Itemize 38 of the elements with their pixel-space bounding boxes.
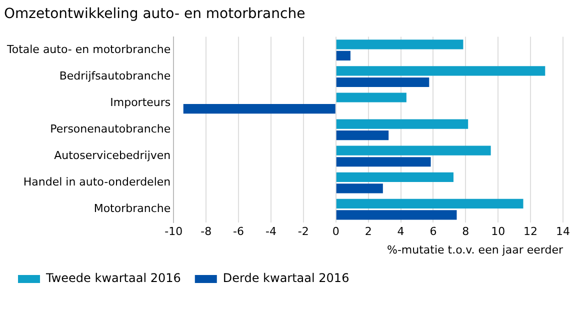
y-tick-label: Totale auto- en motorbranche [6,42,171,56]
bar [336,146,491,156]
x-tick-label: 2 [364,225,372,238]
y-tick-label: Bedrijfsautobranche [59,69,171,82]
x-tick-label: -8 [200,225,212,238]
bar [336,77,430,88]
bar [336,119,468,129]
bar [183,104,336,114]
chart-title: Omzetontwikkeling auto- en motorbranche [4,6,306,22]
bar [336,210,457,220]
x-tick-label: -6 [233,225,244,238]
x-tick-label: 6 [430,225,437,238]
x-tick-label: 8 [462,225,470,238]
bar [336,172,454,182]
bar [336,50,350,61]
y-tick-label: Handel in auto-onderdelen [23,176,171,189]
legend-label: Derde kwartaal 2016 [222,271,350,286]
y-tick-label: Personenautobranche [50,122,171,136]
x-tick-label: 12 [524,225,538,238]
y-tick-label: Autoservicebedrijven [54,149,171,162]
bar [336,184,383,194]
bar [336,130,389,140]
x-tick-label: 10 [491,225,506,238]
x-tick-label: 4 [397,225,404,238]
bar [336,66,546,76]
x-tick-label: -2 [298,225,309,238]
x-tick-label: -4 [265,225,276,238]
bar [336,92,406,102]
legend-label: Tweede kwartaal 2016 [45,271,181,286]
bar [336,40,464,50]
y-tick-label: Motorbranche [94,202,171,216]
x-tick-label: 14 [556,225,570,238]
bar [336,198,524,208]
bar [336,157,431,167]
x-tick-label: -10 [164,225,183,238]
x-axis-title: %-mutatie t.o.v. een jaar eerder [387,243,564,256]
y-tick-label: Importeurs [110,96,171,110]
x-tick-label: 0 [332,225,340,238]
